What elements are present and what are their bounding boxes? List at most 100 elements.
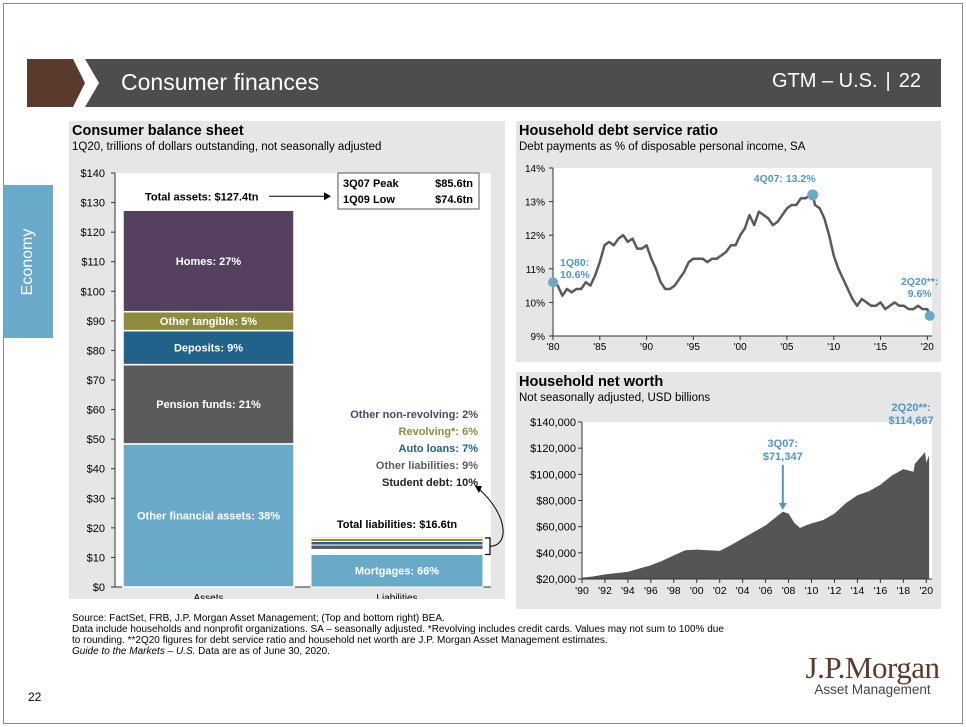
peak-low-value: $74.6tn	[435, 194, 473, 206]
x-tick-label: '16	[874, 585, 888, 597]
x-tick-label: '15	[874, 342, 887, 353]
x-tick-label: '06	[759, 585, 773, 597]
x-tick-label: '94	[621, 585, 635, 597]
x-tick-label: '20	[919, 585, 933, 597]
y-tick-label: $90	[87, 316, 105, 328]
debt-service-chart: 9% 10% 11% 12% 13% 14% '80 '85 '90 '95 '00 '05 '10 '1…	[525, 164, 938, 353]
debt-service-subtitle: Debt payments as % of disposable persona…	[519, 141, 806, 153]
liability-legend-label: Revolving*: 6%	[399, 426, 479, 438]
economy-side-tab: Economy	[3, 185, 53, 338]
x-tick-label: '80	[546, 342, 559, 353]
y-tick-label: $100,000	[530, 469, 576, 481]
asset-bar-segment	[122, 363, 295, 445]
x-tick-label: '95	[687, 342, 700, 353]
end-marker	[924, 310, 935, 321]
y-tick-label: $130	[81, 198, 105, 210]
y-tick-label: 12%	[525, 231, 545, 242]
y-tick-label: $60,000	[536, 522, 576, 534]
economy-tab-label: Economy	[19, 228, 36, 295]
balance-sheet-subtitle: 1Q20, trillions of dollars outstanding, …	[72, 141, 382, 153]
header-section-page: GTM – U.S. | 22	[772, 70, 921, 93]
y-tick-label: $40	[87, 464, 105, 476]
y-tick-label: $20	[87, 523, 105, 535]
balance-sheet-title: Consumer balance sheet	[72, 123, 244, 139]
y-tick-label: $0	[93, 582, 105, 594]
footer-line: Data include households and nonprofit or…	[72, 624, 724, 635]
page-title: Consumer finances	[121, 69, 320, 95]
y-tick-label: $80	[87, 345, 105, 357]
x-tick-label: Assets	[193, 593, 223, 599]
y-tick-label: $120,000	[530, 443, 576, 455]
y-tick-label: $30	[87, 493, 105, 505]
x-tick-label: '98	[667, 585, 681, 597]
x-tick-label: '96	[644, 585, 658, 597]
asset-segment-label: Homes: 27%	[176, 256, 242, 268]
header-chevrons	[27, 59, 941, 107]
x-tick-label: '90	[575, 585, 589, 597]
balance-sheet-panel: Consumer balance sheet 1Q20, trillions o…	[69, 121, 505, 599]
y-tick-label: $80,000	[536, 496, 576, 508]
end-annotation: 9.6%	[908, 288, 933, 300]
asset-segment-label: Deposits: 9%	[174, 343, 243, 355]
footer-guide-title: Guide to the Markets – U.S.	[72, 646, 196, 657]
asset-segment-label: Other tangible: 5%	[160, 316, 257, 328]
asset-bar-segment	[122, 329, 295, 366]
x-tick-label: Liabilities	[376, 593, 417, 599]
footer-guide-date: Data are as of June 30, 2020.	[195, 646, 330, 657]
y-tick-label: $10	[87, 552, 105, 564]
peak-2007-annotation: 3Q07:	[768, 438, 799, 450]
logo-wordmark: J.P.Morgan	[805, 650, 940, 685]
x-tick-label: '85	[593, 342, 606, 353]
y-tick-label: $50	[87, 434, 105, 446]
debt-service-title: Household debt service ratio	[519, 123, 719, 139]
jpmorgan-logo: J.P.Morgan Asset Management	[800, 650, 945, 697]
start-annotation: 10.6%	[560, 269, 590, 281]
net-worth-area	[582, 452, 930, 579]
x-tick-label: '02	[713, 585, 727, 597]
y-tick-label: 10%	[525, 298, 545, 309]
total-assets-arrowhead	[324, 192, 331, 201]
balance-sheet-chart: $0 $10 $20 $30 $40 $50 $60 $70 $80 $90 $100 $110 $12…	[81, 168, 504, 599]
legend-connector	[478, 488, 504, 547]
page-number: 22	[28, 690, 42, 704]
x-tick-label: '18	[896, 585, 910, 597]
legend-connector-arrowhead	[475, 486, 482, 493]
x-tick-label: '04	[736, 585, 750, 597]
header-separator: |	[885, 70, 891, 92]
net-worth-panel: Household net worth Not seasonally adjus…	[516, 372, 941, 609]
asset-segment-label: Other financial assets: 38%	[137, 510, 280, 522]
x-tick-label: '20	[921, 342, 934, 353]
liability-bar-segment	[310, 536, 484, 540]
liability-legend-label: Other non-revolving: 2%	[350, 409, 478, 421]
header-page-number: 22	[898, 70, 921, 92]
x-tick-label: '10	[805, 585, 819, 597]
start-annotation: 1Q80:	[560, 257, 589, 269]
end-annotation: 2Q20**:	[901, 276, 938, 288]
mortgage-segment-label: Mortgages: 66%	[355, 566, 440, 578]
slide-frame	[3, 3, 963, 724]
x-tick-label: '90	[640, 342, 653, 353]
x-tick-label: '12	[828, 585, 842, 597]
y-tick-label: 11%	[526, 265, 545, 276]
y-tick-label: 14%	[525, 164, 545, 175]
debt-service-line	[552, 193, 931, 317]
total-liabilities-label: Total liabilities: $16.6tn	[337, 519, 457, 531]
net-worth-subtitle: Not seasonally adjusted, USD billions	[519, 392, 711, 404]
x-tick-label: '05	[780, 342, 793, 353]
liability-legend-label: Auto loans: 7%	[399, 443, 479, 455]
liability-bar-segment	[310, 540, 484, 546]
total-assets-label: Total assets: $127.4tn	[145, 191, 259, 203]
asset-segment-label: Pension funds: 21%	[156, 399, 261, 411]
x-tick-label: '00	[734, 342, 747, 353]
peak-low-label: 1Q09 Low	[343, 194, 395, 206]
y-tick-label: $70	[87, 375, 105, 387]
peak-annotation: 4Q07: 13.2%	[754, 173, 817, 185]
x-tick-label: '14	[851, 585, 865, 597]
net-worth-chart: $20,000 $40,000 $60,000 $80,000 $100,000 $120…	[530, 402, 934, 597]
net-worth-title: Household net worth	[519, 374, 664, 390]
header-bar: Consumer finances GTM – U.S. | 22	[27, 59, 941, 107]
x-tick-label: '08	[782, 585, 796, 597]
footer-line: Source: FactSet, FRB, J.P. Morgan Asset …	[72, 613, 445, 624]
x-tick-label: '10	[827, 342, 840, 353]
liability-legend-label: Student debt: 10%	[382, 477, 478, 489]
